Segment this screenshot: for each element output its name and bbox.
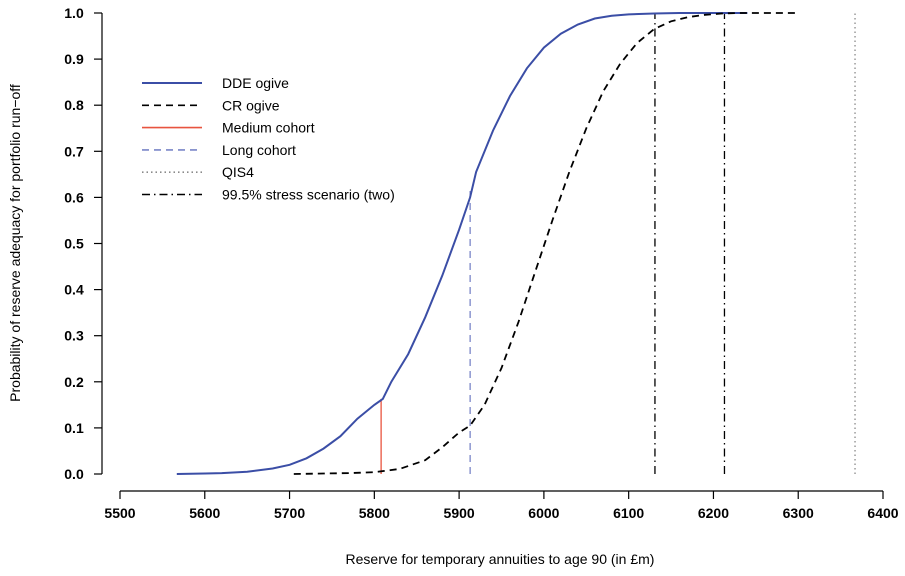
x-tick-label: 6000 [528,505,559,521]
x-tick-label: 6200 [698,505,729,521]
y-tick-label: 0.0 [64,466,84,482]
x-tick-label: 5800 [359,505,390,521]
x-tick-label: 6300 [783,505,814,521]
legend-label: DDE ogive [222,75,289,91]
y-tick-label: 1.0 [64,5,84,21]
legend-label: Long cohort [222,142,296,158]
x-axis-label: Reserve for temporary annuities to age 9… [346,551,655,567]
x-tick-label: 6100 [613,505,644,521]
x-tick-label: 5900 [444,505,475,521]
legend-label: CR ogive [222,97,280,113]
y-tick-label: 0.8 [64,97,84,113]
x-tick-label: 6400 [867,505,898,521]
y-tick-label: 0.1 [64,420,84,436]
y-tick-label: 0.3 [64,328,84,344]
y-tick-label: 0.5 [64,236,84,252]
legend: DDE ogive CR ogive Medium cohort Long cohor… [142,75,395,203]
x-ticks: 5500 5600 5700 5800 5900 6000 6100 6200 6300 6400 [104,491,899,521]
y-ticks: 0.0 0.1 0.2 0.3 0.4 0.5 0.6 0.7 0.8 0.9 1.0 [64,5,102,482]
x-tick-label: 5700 [274,505,305,521]
legend-label: QIS4 [222,164,254,180]
y-tick-label: 0.9 [64,51,84,67]
x-tick-label: 5600 [189,505,220,521]
reference-lines [380,13,856,474]
ogive-curves [176,12,799,475]
x-tick-label: 5500 [104,505,135,521]
y-axis-label: Probability of reserve adequacy for port… [7,84,23,402]
legend-label: 99.5% stress scenario (two) [222,187,395,203]
y-tick-label: 0.4 [64,282,84,298]
cr-ogive-line [293,12,799,475]
axes: 5500 5600 5700 5800 5900 6000 6100 6200 6300 6400… [64,5,899,521]
y-tick-label: 0.2 [64,374,84,390]
y-tick-label: 0.7 [64,143,84,159]
legend-label: Medium cohort [222,120,315,136]
y-tick-label: 0.6 [64,189,84,205]
dde-ogive-line [176,12,748,475]
